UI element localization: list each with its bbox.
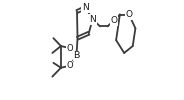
Text: O: O <box>66 44 73 52</box>
Text: O: O <box>125 10 132 19</box>
Text: B: B <box>73 51 80 60</box>
Text: O: O <box>66 61 73 70</box>
Text: O: O <box>110 16 117 25</box>
Text: N: N <box>82 3 89 12</box>
Text: N: N <box>89 15 96 24</box>
